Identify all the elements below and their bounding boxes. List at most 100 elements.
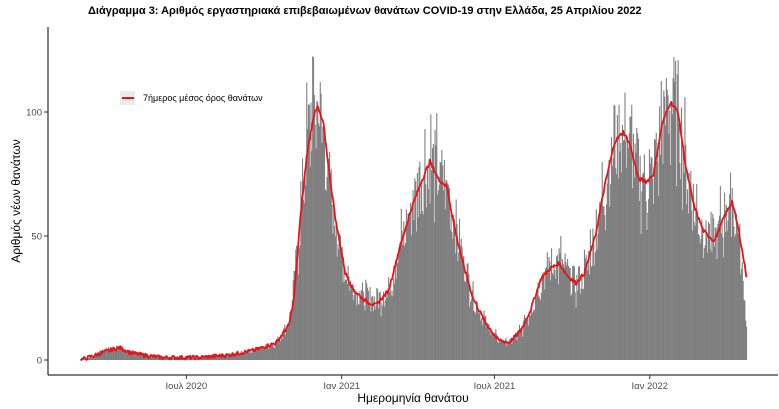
daily-death-bar [698, 235, 700, 360]
daily-death-bar [266, 345, 268, 360]
daily-death-bar [373, 296, 375, 360]
daily-death-bar [249, 350, 251, 360]
daily-death-bar [558, 248, 560, 360]
daily-death-bar [265, 343, 267, 360]
daily-death-bar [478, 313, 480, 360]
daily-death-bar [613, 104, 615, 361]
daily-death-bar [247, 349, 249, 360]
daily-death-bar [420, 213, 422, 360]
daily-death-bar [329, 173, 331, 360]
daily-death-bar [316, 100, 318, 360]
daily-death-bar [84, 359, 86, 360]
daily-death-bar [508, 339, 510, 360]
daily-death-bar [467, 263, 469, 360]
daily-death-bar [733, 226, 735, 360]
daily-death-bar [322, 126, 324, 360]
daily-death-bar [89, 357, 91, 360]
daily-death-bar [649, 163, 651, 360]
daily-death-bar [705, 220, 707, 360]
daily-death-bar [493, 333, 495, 360]
daily-death-bar [615, 168, 617, 360]
daily-death-bar [343, 266, 345, 360]
daily-death-bar [566, 265, 568, 360]
daily-death-bar [267, 348, 269, 360]
daily-death-bar [712, 214, 714, 360]
daily-death-bar [157, 356, 159, 360]
daily-death-bar [616, 114, 618, 360]
daily-death-bar [258, 348, 261, 360]
daily-death-bar [604, 215, 606, 360]
daily-death-bar [383, 291, 385, 360]
daily-death-bar [717, 223, 719, 360]
daily-death-bar [285, 334, 287, 360]
daily-death-bar [725, 204, 727, 360]
daily-death-bar [415, 181, 417, 360]
daily-death-bar [543, 274, 545, 360]
daily-death-bar [469, 301, 472, 360]
daily-death-bar [475, 313, 477, 360]
daily-death-bar [661, 120, 663, 361]
daily-death-bar [278, 342, 280, 360]
daily-death-bar [578, 266, 580, 360]
daily-death-bar [296, 245, 298, 360]
daily-death-bar [483, 310, 485, 360]
daily-death-bar [489, 331, 491, 360]
daily-death-bar [710, 211, 712, 360]
daily-death-bar [292, 280, 294, 360]
daily-death-bar [100, 353, 102, 360]
daily-death-bar [460, 238, 462, 360]
daily-death-bar [434, 129, 436, 360]
daily-death-bar [442, 165, 444, 360]
daily-death-bar [681, 209, 683, 360]
daily-death-bar [401, 230, 403, 360]
daily-death-bar [707, 252, 709, 360]
daily-death-bar [516, 340, 518, 360]
daily-death-bar [687, 213, 689, 360]
daily-death-bar [490, 334, 492, 360]
daily-death-bar [95, 354, 97, 360]
daily-death-bar [629, 116, 631, 361]
daily-death-bar [557, 284, 559, 360]
daily-death-bar [155, 357, 158, 360]
daily-death-bar [572, 266, 574, 360]
daily-death-bar [702, 233, 704, 360]
daily-death-bar [302, 199, 304, 360]
daily-death-bar [323, 125, 325, 360]
daily-death-bar [315, 148, 317, 360]
daily-death-bar [583, 288, 585, 360]
daily-death-bar [305, 185, 307, 360]
daily-death-bar [555, 278, 557, 360]
daily-death-bar [286, 328, 288, 360]
daily-death-bar [172, 357, 174, 360]
daily-death-bar [609, 206, 611, 360]
daily-death-bar [280, 335, 282, 360]
daily-death-bar [713, 218, 715, 360]
daily-death-bar [193, 357, 195, 360]
daily-death-bar [524, 315, 526, 360]
daily-death-bar [164, 357, 166, 360]
daily-death-bar [487, 323, 489, 360]
daily-death-bar [602, 206, 604, 360]
daily-death-bar [581, 274, 583, 360]
daily-death-bar [338, 248, 340, 360]
daily-death-bar [660, 80, 662, 361]
daily-death-bar [428, 158, 430, 360]
daily-death-bar [391, 290, 393, 360]
daily-death-bar [479, 310, 481, 360]
daily-death-bar [90, 358, 93, 360]
daily-death-bar [644, 178, 646, 360]
daily-death-bar [272, 345, 274, 360]
daily-death-bar [624, 92, 626, 361]
daily-death-bar [474, 311, 476, 360]
daily-death-bar [257, 350, 259, 360]
daily-death-bar [96, 354, 98, 360]
daily-death-bar [519, 328, 521, 360]
daily-death-bar [597, 233, 599, 360]
daily-death-bar [690, 170, 692, 360]
daily-death-bar [297, 274, 299, 360]
daily-death-bar [116, 345, 118, 360]
daily-death-bar [663, 90, 665, 361]
daily-death-bar [740, 269, 743, 360]
daily-death-bar [641, 191, 643, 360]
daily-death-bar [110, 348, 112, 360]
